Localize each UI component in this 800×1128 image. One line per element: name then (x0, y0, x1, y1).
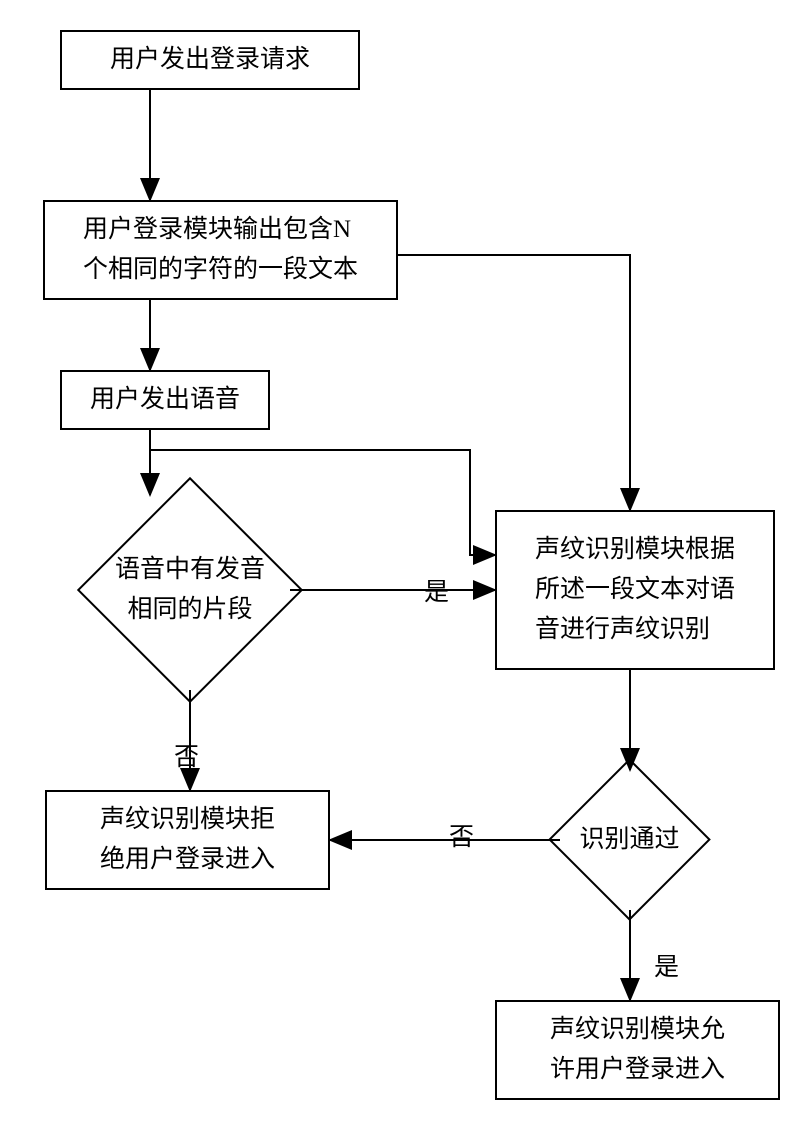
node-label-line: 个相同的字符的一段文本 (83, 256, 358, 283)
node-label: 用户发出登录请求 (110, 40, 310, 80)
decision-recognition-pass: 识别通过 (572, 782, 687, 897)
edge-label-no: 否 (445, 815, 478, 855)
node-label-line: 绝用户登录进入 (100, 846, 275, 873)
node-label-line: 音进行声纹识别 (535, 616, 710, 643)
node-allow-login: 声纹识别模块允 许用户登录进入 (495, 1000, 780, 1100)
decision-label-line: 相同的片段 (127, 596, 252, 623)
node-label-line: 声纹识别模块根据 (535, 536, 735, 563)
edge-label-yes: 是 (650, 945, 683, 985)
node-label-line: 许用户登录进入 (550, 1056, 725, 1083)
decision-same-segment: 语音中有发音 相同的片段 (110, 510, 270, 670)
decision-label-line: 语音中有发音 (115, 556, 265, 583)
node-label-line: 声纹识别模块允 (550, 1016, 725, 1043)
edge-label-no: 否 (170, 735, 203, 775)
node-label-line: 所述一段文本对语 (535, 576, 735, 603)
node-label-line: 用户登录模块输出包含N (83, 216, 351, 243)
edge-label-yes: 是 (420, 570, 453, 610)
node-reject-login: 声纹识别模块拒 绝用户登录进入 (45, 790, 330, 890)
node-label: 用户发出语音 (90, 380, 240, 420)
node-voiceprint-recognize: 声纹识别模块根据 所述一段文本对语 音进行声纹识别 (495, 510, 775, 670)
node-output-text: 用户登录模块输出包含N 个相同的字符的一段文本 (43, 200, 398, 300)
node-user-voice: 用户发出语音 (60, 370, 270, 430)
node-start: 用户发出登录请求 (60, 30, 360, 90)
node-label-line: 声纹识别模块拒 (100, 806, 275, 833)
decision-label: 识别通过 (579, 826, 679, 853)
